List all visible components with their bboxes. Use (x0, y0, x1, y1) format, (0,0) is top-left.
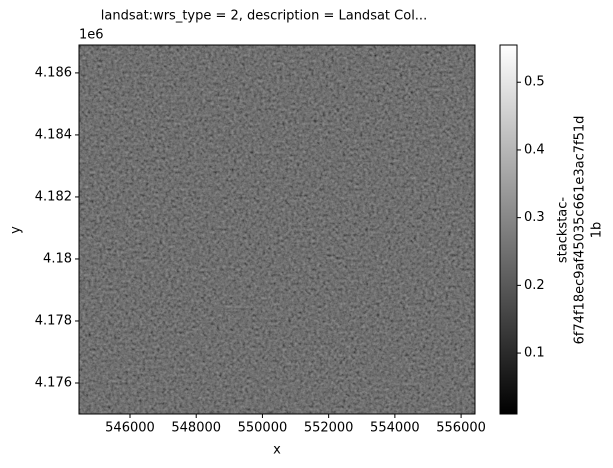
colorbar-tick-label: 0.5 (524, 75, 545, 90)
chart-title: landsat:wrs_type = 2, description = Land… (101, 9, 427, 24)
colorbar (499, 44, 518, 415)
axes-frame (78, 44, 476, 415)
y-axis-label: y (9, 226, 24, 234)
y-tick-label: 4.18 (43, 251, 72, 266)
colorbar-label: 6f74f18ec9af45035c661e3ac7f51d (573, 116, 588, 345)
colorbar-tick-label: 0.4 (524, 142, 545, 157)
x-tick-label: 550000 (238, 421, 288, 436)
y-offset-text: 1e6 (79, 28, 104, 43)
colorbar-label: stackstac- (556, 197, 571, 263)
x-tick-label: 556000 (436, 421, 486, 436)
raster-texture (79, 45, 475, 414)
x-tick-label: 554000 (370, 421, 420, 436)
x-tick-label: 552000 (304, 421, 354, 436)
colorbar-tick-label: 0.3 (524, 210, 545, 225)
x-axis-label: x (273, 443, 281, 458)
x-tick-label: 546000 (105, 421, 155, 436)
y-tick-label: 4.178 (35, 313, 72, 328)
y-tick-label: 4.184 (35, 127, 72, 142)
colorbar-tick-label: 0.1 (524, 346, 545, 361)
y-tick-label: 4.186 (35, 65, 72, 80)
x-tick-label: 548000 (171, 421, 221, 436)
colorbar-label: 1b (590, 222, 605, 239)
y-tick-label: 4.182 (35, 189, 72, 204)
colorbar-tick-label: 0.2 (524, 278, 545, 293)
y-tick-label: 4.176 (35, 375, 72, 390)
